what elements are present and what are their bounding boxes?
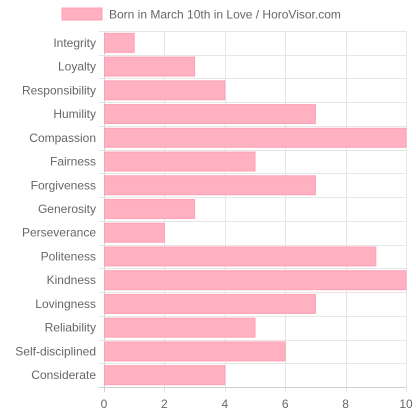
y-tick-label: Considerate xyxy=(31,368,96,382)
y-tick-label: Generosity xyxy=(38,202,96,216)
bar-series xyxy=(104,32,407,386)
bar-responsibility[interactable] xyxy=(104,80,226,101)
chart-legend[interactable]: Born in March 10th in Love / HoroVisor.c… xyxy=(61,7,341,22)
x-tick-label: 4 xyxy=(221,397,228,411)
chart-grid xyxy=(99,31,407,392)
y-axis-labels: Integrity Loyalty Responsibility Humility Co… xyxy=(15,36,96,382)
x-axis-labels: 0 2 4 6 8 10 xyxy=(101,397,413,411)
x-tick-label: 8 xyxy=(342,397,349,411)
x-tick-label: 10 xyxy=(399,397,413,411)
bar-loyalty[interactable] xyxy=(104,56,196,77)
y-tick-label: Reliability xyxy=(45,321,96,335)
y-tick-label: Humility xyxy=(53,107,96,121)
x-tick-label: 2 xyxy=(161,397,168,411)
bar-forgiveness[interactable] xyxy=(104,175,316,196)
bar-politeness[interactable] xyxy=(104,246,377,267)
x-tick-label: 6 xyxy=(282,397,289,411)
bar-compassion[interactable] xyxy=(104,127,407,148)
y-tick-label: Politeness xyxy=(41,249,96,263)
bar-kindness[interactable] xyxy=(104,270,407,291)
y-tick-label: Compassion xyxy=(29,131,96,145)
legend-label: Born in March 10th in Love / HoroVisor.c… xyxy=(109,8,341,22)
bar-reliability[interactable] xyxy=(104,317,256,338)
y-tick-label: Integrity xyxy=(53,36,96,50)
bar-generosity[interactable] xyxy=(104,199,196,219)
x-tick-label: 0 xyxy=(101,397,108,411)
bar-perseverance[interactable] xyxy=(104,222,165,243)
y-tick-label: Loyalty xyxy=(58,60,96,74)
y-tick-label: Perseverance xyxy=(22,226,96,240)
legend-swatch xyxy=(61,7,103,21)
y-tick-label: Self-disciplined xyxy=(15,344,96,358)
y-tick-label: Fairness xyxy=(50,155,96,169)
bar-self-disciplined[interactable] xyxy=(104,341,286,362)
bar-lovingness[interactable] xyxy=(104,293,316,314)
y-tick-label: Kindness xyxy=(47,273,96,287)
y-tick-label: Lovingness xyxy=(35,297,96,311)
bar-fairness[interactable] xyxy=(104,151,256,172)
bar-considerate[interactable] xyxy=(104,365,226,386)
y-tick-label: Forgiveness xyxy=(31,178,96,192)
bar-integrity[interactable] xyxy=(104,32,135,53)
y-tick-label: Responsibility xyxy=(22,83,96,97)
bar-humility[interactable] xyxy=(104,104,316,125)
